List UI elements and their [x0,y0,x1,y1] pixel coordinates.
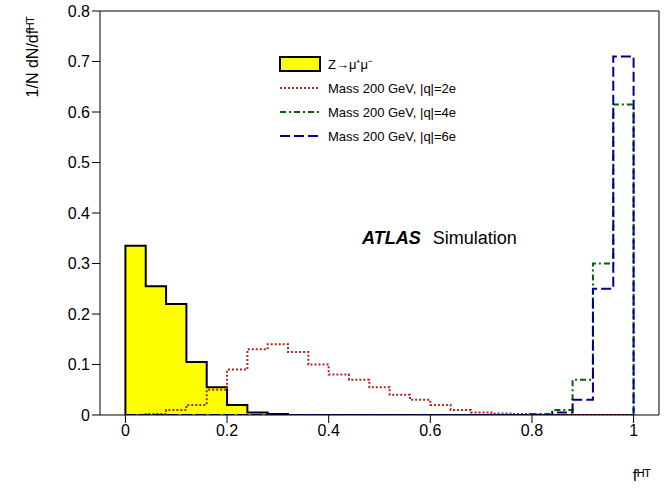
svg-text:0.2: 0.2 [216,422,238,439]
html-text:Mass 200 GeV, |q|=2e: Mass 200 GeV, |q|=2e [328,80,457,96]
svg-text:1/N dN/dfᴴᵀ: 1/N dN/dfᴴᵀ [24,16,41,97]
svg-text:0.8: 0.8 [521,422,543,439]
svg-text:0.3: 0.3 [68,255,90,272]
html-text:ATLAS: ATLAS [362,228,421,248]
html-text:Mass 200 GeV, |q|=4e: Mass 200 GeV, |q|=4e [328,104,457,120]
svg-text:0.8: 0.8 [68,3,90,20]
html-text:Mass 200 GeV, |q|=6e: Mass 200 GeV, |q|=6e [328,128,457,144]
svg-text:0.5: 0.5 [68,154,90,171]
svg-text:0.2: 0.2 [68,306,90,323]
svg-text:0.6: 0.6 [68,104,90,121]
svg-text:1: 1 [629,422,638,439]
svg-text:0.4: 0.4 [68,205,90,222]
svg-text:fᴴᵀ: fᴴᵀ [633,467,651,484]
svg-text:0: 0 [121,422,130,439]
svg-text:0: 0 [81,407,90,424]
html-text:Simulation: Simulation [432,228,517,248]
svg-text:0.6: 0.6 [419,422,441,439]
svg-text:0.1: 0.1 [68,356,90,373]
svg-text:0.7: 0.7 [68,53,90,70]
svg-text:0.4: 0.4 [318,422,340,439]
html-text:Z→μ⁺μ⁻: Z→μ⁺μ⁻ [328,57,372,72]
